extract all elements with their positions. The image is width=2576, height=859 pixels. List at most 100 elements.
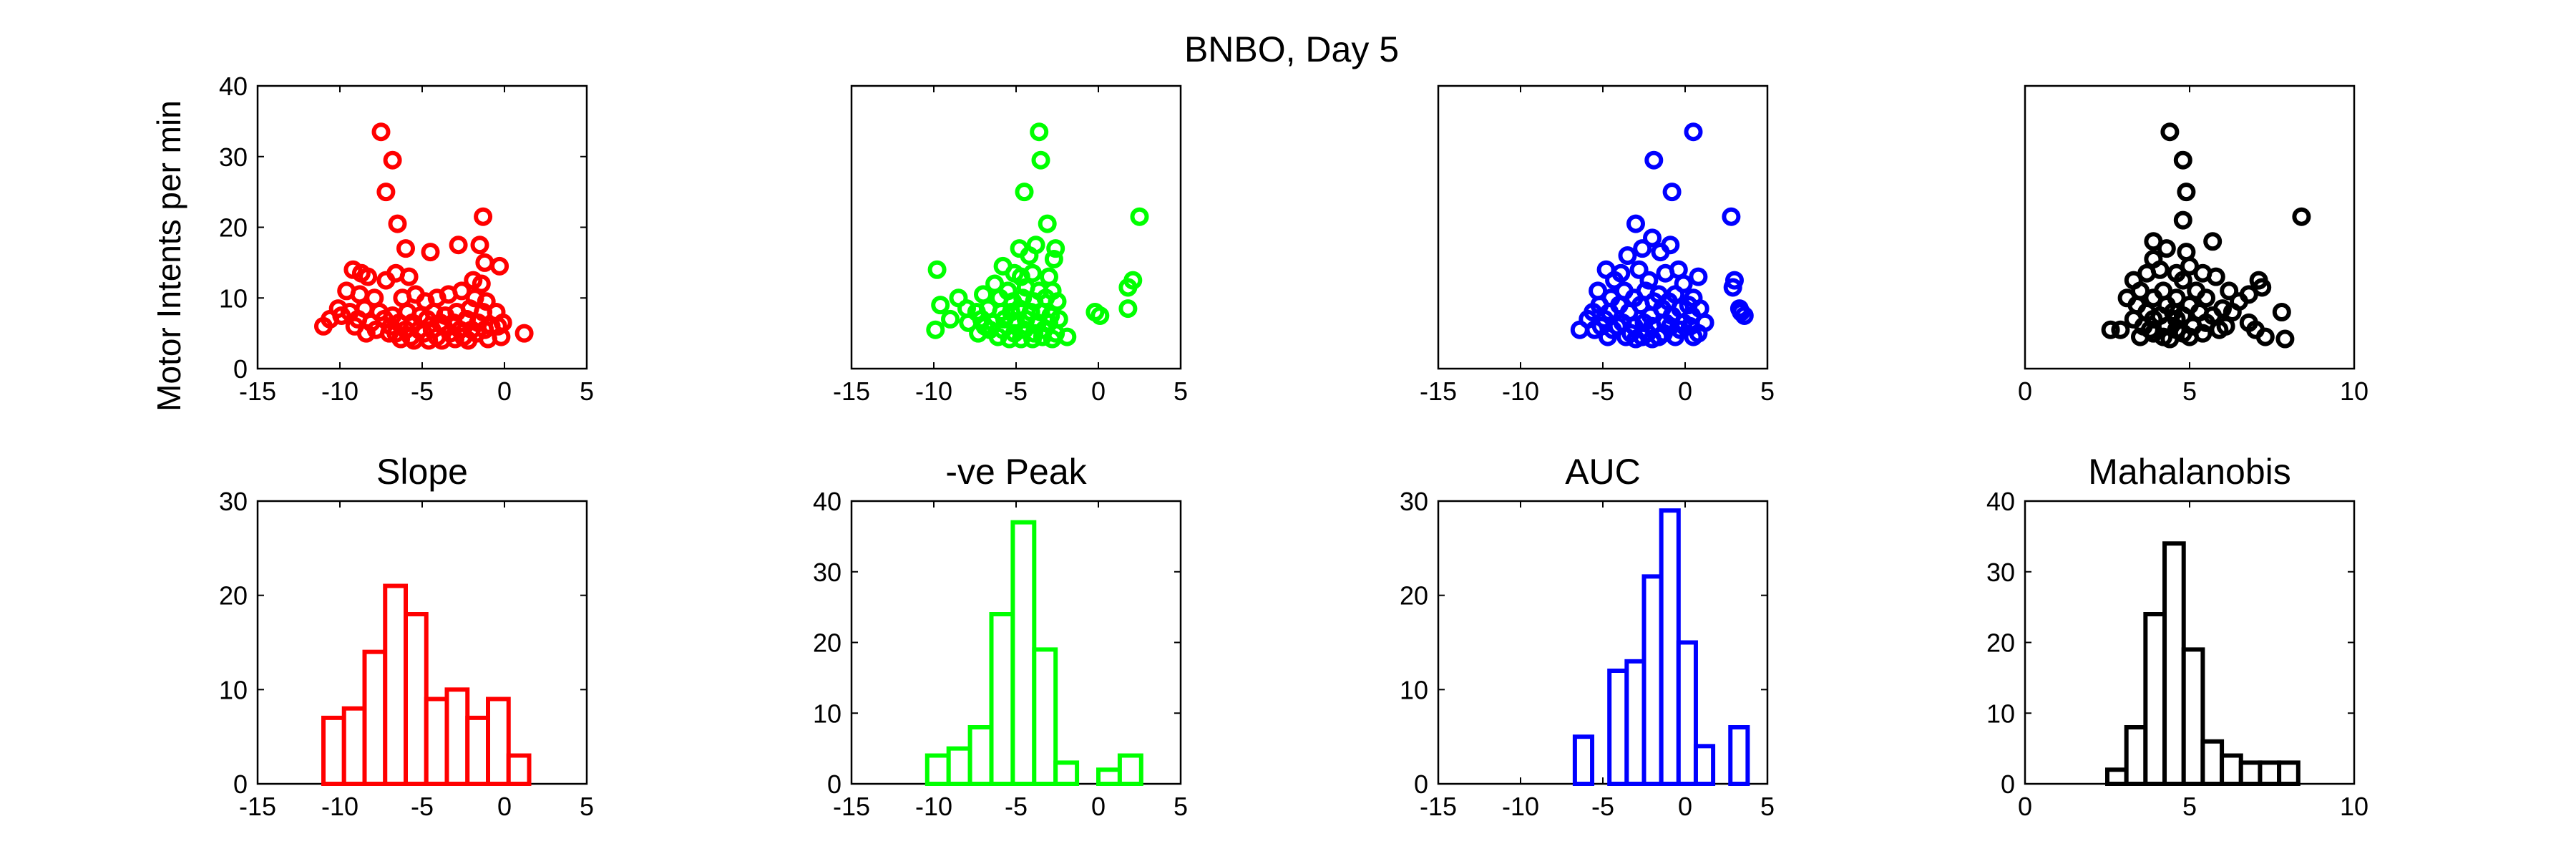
y-tick-label: 10 xyxy=(813,699,841,728)
histogram-bar xyxy=(2200,739,2225,786)
scatter-point xyxy=(376,183,396,202)
histogram-bar xyxy=(946,746,972,786)
histogram-bar xyxy=(1032,647,1058,786)
x-tick-label: -15 xyxy=(833,377,870,406)
x-tick-label: 5 xyxy=(2182,377,2197,406)
histogram-bar xyxy=(2105,767,2129,786)
scatter-point xyxy=(1031,150,1050,170)
scatter-point xyxy=(474,207,493,226)
scatter-point xyxy=(358,267,378,286)
scatter-point xyxy=(396,239,415,258)
scatter-point xyxy=(477,292,496,311)
peak-scatter-panel: -15 -10 -5 0 5 xyxy=(833,84,1188,406)
x-tick-label: -15 xyxy=(239,792,276,821)
y-axis-label: Motor Intents per min xyxy=(150,100,187,412)
x-tick-label: -15 xyxy=(1420,377,1457,406)
mahal-scatter-axes xyxy=(2024,84,2356,370)
scatter-point xyxy=(2160,122,2180,142)
y-tick-label: 30 xyxy=(1400,487,1428,516)
peak-hist-panel: -15 -10 -5 0 5 0 10 20 30 40 -ve Peak xyxy=(813,452,1188,821)
x-tick-label: 0 xyxy=(2018,792,2032,821)
y-tick-label: 30 xyxy=(219,142,248,172)
scatter-point xyxy=(2223,303,2242,321)
scatter-point xyxy=(472,274,491,293)
scatter-point xyxy=(1643,329,1662,349)
scatter-point xyxy=(1732,303,1751,321)
scatter-point xyxy=(1023,329,1042,349)
scatter-point xyxy=(1091,306,1110,325)
scatter-point xyxy=(380,324,399,343)
scatter-point xyxy=(1118,299,1138,319)
scatter-point xyxy=(1033,327,1052,346)
scatter-point xyxy=(2180,327,2199,346)
scatter-point xyxy=(1651,243,1670,262)
scatter-point xyxy=(1044,249,1063,268)
scatter-point xyxy=(490,256,509,276)
y-tick-label: 30 xyxy=(219,487,248,516)
scatter-point xyxy=(1639,271,1659,290)
histogram-bar xyxy=(506,753,532,786)
histogram-bar xyxy=(404,612,429,786)
scatter-point xyxy=(2210,320,2229,339)
x-tick-label: 5 xyxy=(580,792,594,821)
y-tick-label: 20 xyxy=(219,581,248,611)
histogram-bar xyxy=(465,715,490,786)
y-tick-label: 0 xyxy=(233,354,248,384)
y-tick-label: 40 xyxy=(1986,487,2015,516)
slope-scatter-panel: -15 -10 -5 0 5 0 10 20 30 40 Motor Intents per min xyxy=(150,72,594,412)
figure-title: BNBO, Day 5 xyxy=(1184,29,1399,69)
histogram-bar xyxy=(341,706,367,787)
scatter-point xyxy=(1048,292,1067,311)
y-tick-label: 0 xyxy=(827,770,841,799)
histogram-bar xyxy=(1053,760,1080,786)
x-tick-label: 5 xyxy=(580,377,594,406)
histogram-bar xyxy=(2277,760,2301,786)
y-tick-label: 0 xyxy=(233,770,248,799)
y-tick-label: 30 xyxy=(1986,558,2015,587)
x-tick-label: 0 xyxy=(1091,377,1106,406)
histogram-bar xyxy=(383,583,408,786)
scatter-point xyxy=(1722,207,1741,226)
histogram-bar xyxy=(1693,744,1716,787)
y-tick-label: 0 xyxy=(2001,770,2015,799)
scatter-point xyxy=(2206,267,2225,286)
scatter-point xyxy=(1605,271,1624,290)
x-tick-label: -5 xyxy=(1591,377,1614,406)
x-tick-label: 10 xyxy=(2340,377,2368,406)
scatter-point xyxy=(931,296,950,315)
scatter-point xyxy=(1618,246,1637,265)
histogram-bar xyxy=(2124,725,2148,786)
scatter-point xyxy=(1643,228,1662,248)
scatter-point xyxy=(2173,150,2192,170)
x-tick-label: 0 xyxy=(1678,377,1692,406)
scatter-point xyxy=(388,214,407,233)
scatter-point xyxy=(2173,210,2192,230)
scatter-point xyxy=(988,327,1008,346)
histogram-bar xyxy=(1572,734,1595,786)
scatter-point xyxy=(1644,150,1664,170)
y-tick-label: 0 xyxy=(1414,770,1428,799)
y-tick-label: 30 xyxy=(813,558,841,587)
histogram-bar xyxy=(2258,760,2282,786)
x-tick-label: -10 xyxy=(321,792,358,821)
slope-hist-panel: -15 -10 -5 0 5 0 10 20 30 Slope xyxy=(219,452,594,821)
scatter-point xyxy=(1046,239,1065,258)
scatter-point xyxy=(383,150,402,170)
scatter-point xyxy=(2275,329,2295,349)
scatter-point xyxy=(2160,329,2180,349)
peak-hist-title: -ve Peak xyxy=(945,452,1087,492)
scatter-point xyxy=(2111,320,2130,339)
scatter-point xyxy=(356,324,376,343)
y-tick-label: 10 xyxy=(219,675,248,704)
y-tick-label: 10 xyxy=(1986,699,2015,728)
histogram-bar xyxy=(1010,520,1037,786)
auc-hist-panel: -15 -10 -5 0 5 0 10 20 30 AUC xyxy=(1400,452,1775,821)
x-tick-label: 5 xyxy=(1760,377,1775,406)
histogram-bar xyxy=(1117,753,1143,786)
histogram-bar xyxy=(486,697,511,786)
x-tick-label: 0 xyxy=(2018,377,2032,406)
scatter-point xyxy=(1038,214,1057,233)
scatter-point xyxy=(2173,271,2192,290)
x-tick-label: 5 xyxy=(2182,792,2197,821)
x-tick-label: -5 xyxy=(1005,792,1028,821)
